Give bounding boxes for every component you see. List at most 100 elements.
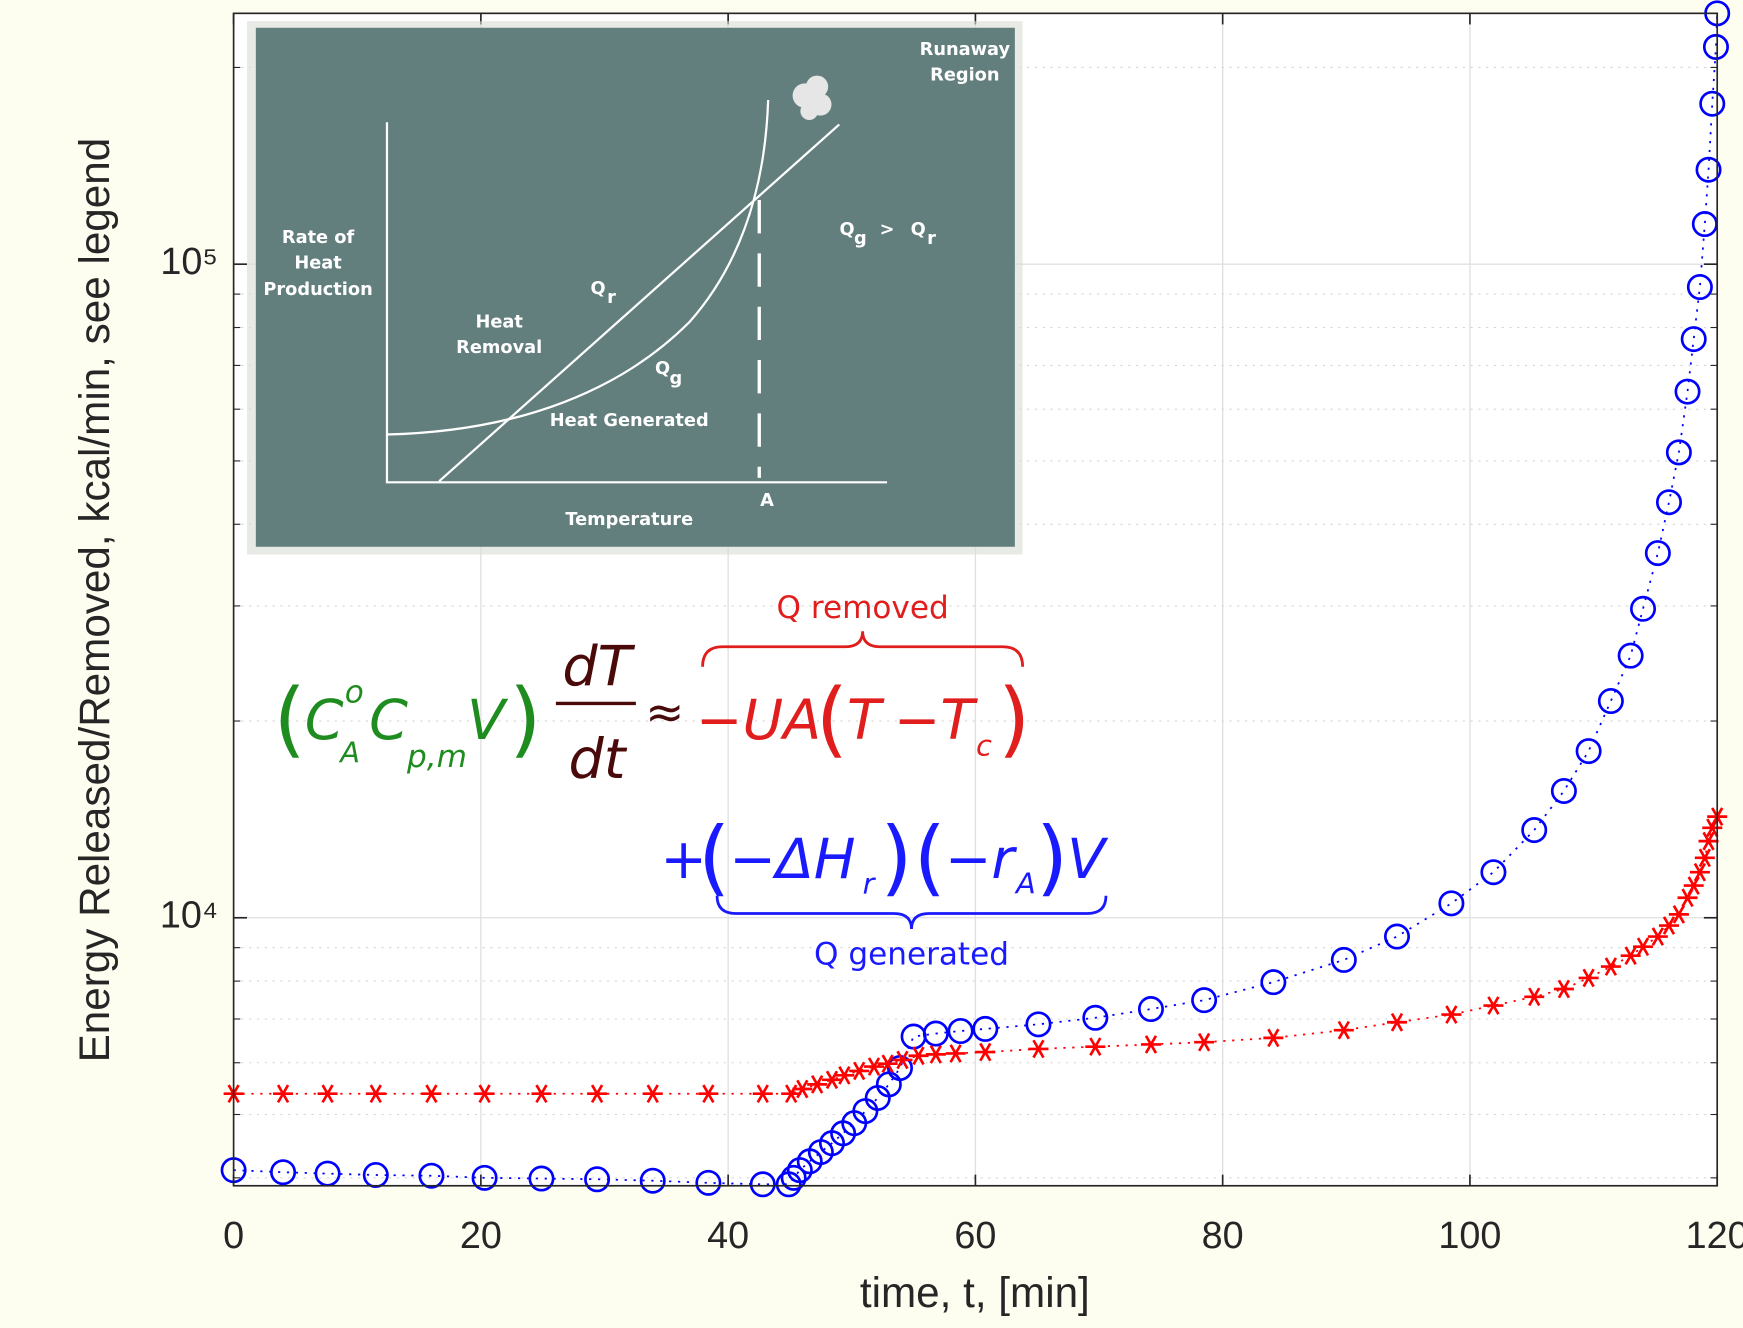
eq-token: r bbox=[863, 866, 877, 900]
eq-token: ( bbox=[816, 672, 848, 767]
eq-brace-label: Q removed bbox=[776, 590, 948, 626]
inset-label: Q bbox=[839, 219, 854, 240]
equation: ( C o A C p,m V ) dT dt ≈ −UA ( T − T c … bbox=[274, 590, 1109, 973]
circle-marker bbox=[1191, 987, 1218, 1014]
y-tick-label: 10⁵ bbox=[160, 241, 218, 283]
star-marker bbox=[908, 1046, 929, 1066]
inset-label: Heat bbox=[476, 311, 524, 332]
y-axis-label: Energy Released/Removed, kcal/min, see l… bbox=[71, 138, 118, 1063]
inset-label: Heat bbox=[294, 252, 342, 273]
eq-token: −r bbox=[945, 827, 1018, 892]
x-tick-label: 100 bbox=[1438, 1215, 1501, 1257]
x-tick-label: 0 bbox=[223, 1215, 244, 1257]
circle-marker bbox=[1082, 1004, 1109, 1031]
star-marker bbox=[1620, 946, 1641, 965]
star-marker bbox=[834, 1065, 855, 1085]
circle-marker bbox=[1260, 969, 1287, 996]
inset-label: Region bbox=[930, 65, 999, 86]
inset-label: Rate of bbox=[282, 227, 355, 248]
circle-marker bbox=[639, 1167, 666, 1194]
inset-label: Removal bbox=[456, 337, 542, 358]
star-marker bbox=[792, 1079, 813, 1099]
eq-token: p,m bbox=[406, 739, 467, 775]
eq-token: ) bbox=[998, 672, 1030, 767]
star-marker bbox=[642, 1084, 663, 1104]
star-marker bbox=[752, 1084, 773, 1104]
eq-token: dT bbox=[562, 635, 635, 700]
inset-label: g bbox=[854, 228, 867, 249]
star-marker bbox=[317, 1084, 338, 1104]
cloud-puff bbox=[805, 75, 829, 98]
star-marker bbox=[1668, 905, 1689, 924]
series-line bbox=[233, 13, 1719, 1186]
circle-marker bbox=[1521, 817, 1548, 844]
inset-cloud-icon bbox=[792, 75, 832, 121]
eq-token: o bbox=[345, 674, 364, 710]
circle-marker bbox=[1137, 996, 1164, 1023]
circle-marker bbox=[1025, 1011, 1052, 1038]
star-marker bbox=[421, 1084, 442, 1104]
star-marker bbox=[1386, 1012, 1407, 1032]
inset-label: Runaway bbox=[920, 39, 1011, 60]
inset-label: g bbox=[670, 368, 683, 389]
eq-token: − bbox=[894, 688, 941, 753]
star-marker bbox=[1028, 1039, 1049, 1059]
circle-marker bbox=[1686, 274, 1713, 301]
star-marker bbox=[1600, 957, 1621, 976]
x-tick-label: 60 bbox=[954, 1215, 996, 1257]
x-axis-label: time, t, [min] bbox=[860, 1269, 1090, 1316]
circle-marker bbox=[786, 1157, 813, 1184]
star-marker bbox=[877, 1054, 898, 1074]
circle-marker bbox=[780, 1164, 807, 1191]
ticks: 0 20 40 60 80 100 120 10⁴ 10⁵ bbox=[160, 13, 1743, 1257]
star-marker bbox=[975, 1042, 996, 1062]
inset-label: > bbox=[880, 219, 895, 240]
circle-marker bbox=[584, 1166, 611, 1193]
circle-marker bbox=[1655, 489, 1682, 516]
equation-lhs: ( C o A C p,m V ) bbox=[274, 672, 542, 775]
inset-label: A bbox=[760, 490, 774, 511]
star-marker bbox=[945, 1044, 966, 1063]
inset-label: Q bbox=[911, 219, 926, 240]
inset-axes bbox=[385, 122, 888, 484]
circle-marker bbox=[1480, 859, 1507, 886]
eq-brace-label: Q generated bbox=[814, 937, 1009, 973]
inset-generation-curve bbox=[386, 99, 770, 436]
star-marker bbox=[1647, 927, 1668, 946]
circle-marker bbox=[1630, 595, 1657, 622]
eq-token: −ΔH bbox=[729, 827, 855, 892]
star-marker bbox=[1194, 1032, 1215, 1052]
star-marker bbox=[1333, 1020, 1354, 1040]
circle-marker bbox=[749, 1171, 776, 1198]
eq-token: c bbox=[976, 729, 992, 763]
star-marker bbox=[925, 1045, 946, 1064]
circle-marker bbox=[418, 1162, 445, 1189]
star-marker bbox=[1698, 831, 1719, 851]
circle-marker bbox=[1644, 540, 1671, 567]
star-marker bbox=[1689, 862, 1710, 882]
inset-label: r bbox=[927, 228, 936, 249]
eq-token: −UA bbox=[696, 688, 821, 753]
eq-token: C bbox=[305, 688, 344, 753]
eq-token: T bbox=[847, 688, 885, 753]
eq-token: ) bbox=[509, 672, 541, 767]
circle-marker bbox=[1674, 378, 1701, 405]
circle-marker bbox=[1550, 777, 1577, 804]
eq-token: ) bbox=[880, 811, 912, 906]
eq-token: T bbox=[940, 688, 978, 753]
equation-derivative: dT dt ≈ bbox=[555, 635, 684, 792]
inset-label: Temperature bbox=[565, 509, 693, 530]
star-marker bbox=[1633, 937, 1654, 957]
circle-marker bbox=[362, 1162, 389, 1189]
eq-token: + bbox=[660, 827, 707, 892]
star-marker bbox=[1578, 968, 1599, 988]
star-marker bbox=[807, 1075, 828, 1094]
inset-removal-line bbox=[438, 123, 841, 483]
eq-token: A bbox=[1014, 866, 1036, 900]
inset-label: Heat Generated bbox=[550, 410, 709, 431]
y-tick-label: 10⁴ bbox=[160, 895, 218, 937]
eq-token: V bbox=[467, 688, 509, 753]
star-marker bbox=[1140, 1035, 1161, 1054]
star-marker bbox=[365, 1084, 386, 1104]
